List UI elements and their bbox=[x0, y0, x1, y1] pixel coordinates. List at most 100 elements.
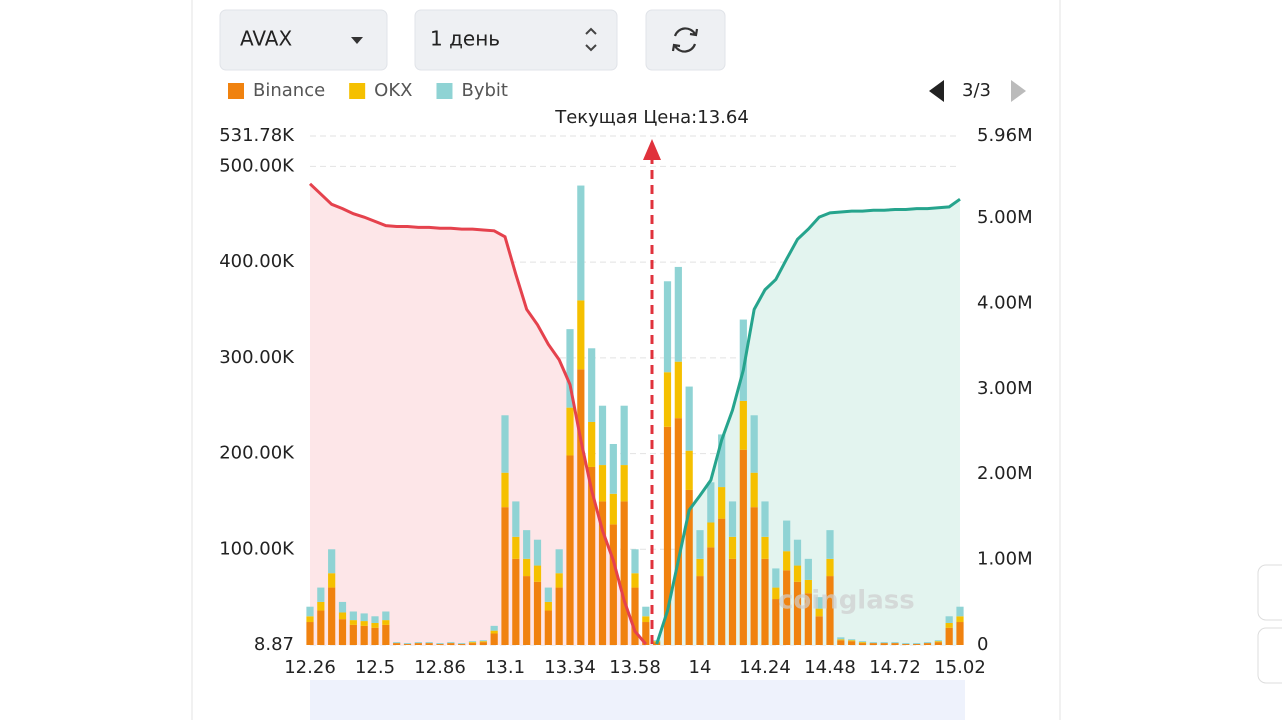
bar-segment bbox=[620, 405, 628, 466]
bar-segment bbox=[468, 641, 477, 643]
bar-segment bbox=[360, 613, 368, 622]
interval-select[interactable] bbox=[414, 9, 618, 71]
bar-segment bbox=[826, 576, 834, 645]
legend-label: OKX bbox=[374, 80, 412, 101]
x-tick-label: 13.58 bbox=[609, 657, 661, 678]
bar-segment bbox=[902, 643, 910, 645]
bar-segment bbox=[663, 281, 672, 373]
bar-segment bbox=[512, 501, 520, 537]
plot-area: 8.87 100.00K 200.00K 300.00K 400.00K 500.00K 5… bbox=[219, 125, 1032, 678]
bar-segment bbox=[533, 539, 542, 566]
bar-segment bbox=[598, 405, 607, 466]
bar-segment bbox=[663, 426, 672, 645]
bar-segment bbox=[772, 568, 780, 588]
bar-segment bbox=[360, 625, 368, 645]
prev-page[interactable] bbox=[929, 80, 944, 102]
range-slider[interactable] bbox=[310, 680, 965, 720]
bar-segment bbox=[739, 319, 747, 401]
bar-segment bbox=[609, 443, 617, 494]
bar-segment bbox=[642, 606, 650, 617]
bar-segment bbox=[566, 455, 574, 645]
bar-segment bbox=[761, 536, 769, 559]
bar-segment bbox=[588, 466, 596, 645]
cumulative-line bbox=[308, 182, 647, 646]
bar-segment bbox=[501, 507, 509, 645]
refresh-icon bbox=[671, 27, 699, 53]
bar-segment bbox=[663, 372, 672, 427]
area bbox=[310, 183, 646, 645]
bar-segment bbox=[945, 616, 953, 623]
bar-segment bbox=[793, 565, 802, 582]
bar-segment bbox=[382, 620, 390, 625]
bar-segment bbox=[956, 622, 964, 645]
bar-segment bbox=[696, 558, 704, 577]
bar-segment bbox=[815, 597, 823, 609]
refresh-button[interactable] bbox=[645, 9, 726, 71]
bar-segment bbox=[349, 624, 357, 645]
bar-segment bbox=[458, 644, 466, 645]
bar-segment bbox=[425, 643, 433, 645]
bar-segment bbox=[468, 642, 477, 644]
bar-segment bbox=[923, 643, 932, 645]
bar-segment bbox=[338, 612, 347, 620]
y2-tick-label: 1.00M bbox=[977, 549, 1033, 570]
bar-segment bbox=[425, 642, 433, 644]
bar-segment bbox=[317, 587, 325, 602]
bar-segment bbox=[555, 549, 563, 574]
bar-segment bbox=[793, 539, 802, 566]
bar-segment bbox=[718, 434, 726, 488]
side-button[interactable] bbox=[1257, 627, 1282, 684]
y-tick-label: 8.87 bbox=[254, 634, 294, 655]
current-price-label: Текущая Цена:13.64 bbox=[554, 107, 749, 128]
spinner-icon bbox=[585, 27, 597, 52]
bar-segment bbox=[685, 450, 693, 490]
bar-segment bbox=[815, 616, 823, 645]
x-tick-label: 14.24 bbox=[739, 657, 791, 678]
bar-segment bbox=[956, 616, 964, 623]
bar-segment bbox=[382, 611, 390, 621]
side-button[interactable] bbox=[1257, 564, 1282, 621]
bar-segment bbox=[479, 640, 487, 642]
bar-segment bbox=[772, 587, 780, 600]
bar-segment bbox=[447, 643, 455, 645]
bar-segment bbox=[772, 599, 780, 645]
bar-segment bbox=[328, 587, 336, 645]
bar-segment bbox=[382, 624, 390, 645]
bar-segment bbox=[750, 507, 758, 645]
symbol-text: AVAX bbox=[240, 27, 292, 51]
bar-segment bbox=[371, 627, 379, 645]
bar-segment bbox=[837, 637, 845, 640]
y2-tick-label: 2.00M bbox=[977, 463, 1033, 484]
interval-text: 1 день bbox=[430, 27, 500, 51]
bar-segment bbox=[436, 643, 444, 645]
bar-segment bbox=[934, 640, 942, 642]
bar-segment bbox=[945, 622, 953, 628]
bar-segment bbox=[826, 558, 834, 577]
bar-segment bbox=[728, 536, 737, 559]
bar-segment bbox=[577, 185, 585, 301]
y2-tick-label: 3.00M bbox=[977, 378, 1033, 399]
x-tick-label: 14.48 bbox=[804, 657, 856, 678]
y-tick-label: 500.00K bbox=[219, 155, 295, 176]
x-tick-label: 12.5 bbox=[355, 657, 395, 678]
bar-segment bbox=[414, 642, 422, 644]
bar-segment bbox=[783, 551, 791, 571]
bar-segment bbox=[371, 622, 379, 628]
bar-segment bbox=[750, 415, 758, 473]
bar-segment bbox=[317, 601, 325, 611]
bar-segment bbox=[902, 644, 910, 645]
bar-segment bbox=[674, 361, 682, 419]
symbol-select[interactable] bbox=[219, 9, 388, 71]
y2-tick-label: 0 bbox=[977, 634, 988, 655]
bar-segment bbox=[858, 643, 867, 645]
legend-label: Bybit bbox=[461, 80, 508, 101]
y-tick-label: 100.00K bbox=[219, 538, 295, 559]
bar-segment bbox=[523, 576, 531, 645]
bar-segment bbox=[490, 630, 498, 634]
bar-segment bbox=[458, 643, 466, 645]
bar-segment bbox=[913, 644, 921, 645]
bar-segment bbox=[674, 418, 682, 645]
bar-segment bbox=[523, 530, 531, 559]
next-page[interactable] bbox=[1011, 80, 1026, 102]
bar-segment bbox=[804, 579, 812, 594]
